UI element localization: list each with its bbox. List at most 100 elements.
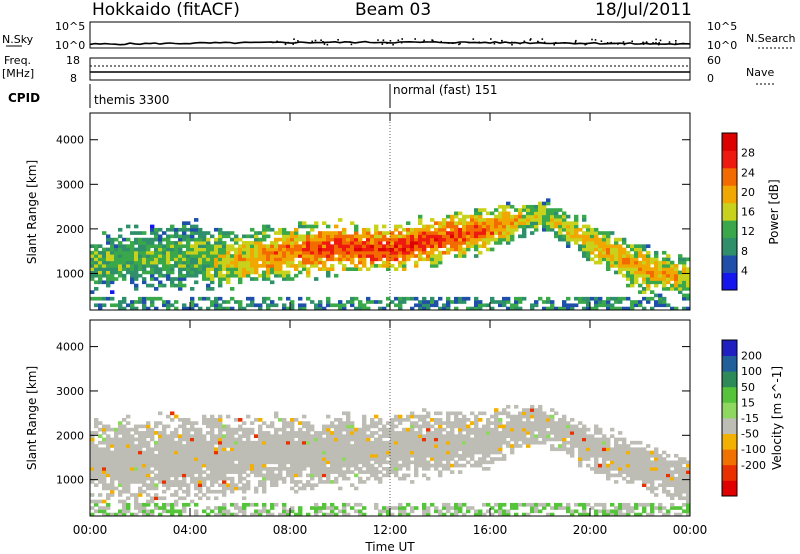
heatmap-cell [126,224,131,229]
heatmap-cell [378,437,383,442]
heatmap-cell [430,418,435,422]
heatmap-cell [226,437,231,442]
heatmap-cell [506,306,511,311]
heatmap-cell [462,241,467,245]
nsearch-point [440,40,442,43]
heatmap-cell [198,453,203,458]
heatmap-cell [530,421,535,425]
heatmap-cell [562,440,567,445]
heatmap-cell [242,431,247,435]
heatmap-cell [462,247,467,252]
heatmap-cell [390,231,395,235]
heatmap-cell [138,237,143,242]
heatmap-cell [638,473,643,478]
heatmap-cell [522,440,527,445]
heatmap-cell [218,421,223,425]
heatmap-cell [262,264,267,268]
heatmap-cell [462,440,467,445]
heatmap-cell [482,457,487,461]
beam-title: Beam 03 [355,0,431,20]
heatmap-cell [210,267,215,271]
heatmap-cell [586,296,591,301]
heatmap-cell [570,306,575,311]
heatmap-cell [434,303,439,308]
heatmap-cell [162,254,167,258]
heatmap-cell [566,427,571,432]
heatmap-cell [410,234,415,239]
heatmap-cell [418,221,423,226]
heatmap-cell [162,480,167,484]
heatmap-cell [178,257,183,262]
heatmap-cell [386,241,391,245]
heatmap-cell [266,257,271,262]
heatmap-cell [242,509,247,514]
heatmap-cell [98,473,103,478]
heatmap-cell [634,250,639,255]
heatmap-cell [398,237,403,242]
heatmap-cell [342,473,347,478]
heatmap-cell [270,241,275,245]
heatmap-cell [210,453,215,458]
heatmap-cell [158,437,163,442]
heatmap-cell [282,512,287,517]
heatmap-cell [130,427,135,432]
heatmap-cell [642,447,647,452]
heatmap-cell [478,440,483,445]
heatmap-cell [438,296,443,301]
heatmap-cell [178,260,183,265]
heatmap-cell [398,447,403,452]
heatmap-cell [194,493,199,497]
heatmap-cell [518,208,523,212]
heatmap-cell [202,250,207,255]
heatmap-cell [426,241,431,245]
heatmap-cell [618,270,623,275]
heatmap-cell [370,457,375,461]
heatmap-cell [374,224,379,229]
heatmap-cell [162,470,167,474]
heatmap-cell [146,467,151,471]
heatmap-cell [122,440,127,445]
heatmap-cell [630,467,635,471]
heatmap-cell [626,260,631,265]
heatmap-cell [202,414,207,419]
heatmap-cell [278,463,283,468]
heatmap-cell [302,221,307,226]
heatmap-cell [298,470,303,474]
heatmap-cell [258,437,263,442]
heatmap-cell [634,277,639,281]
heatmap-cell [446,450,451,455]
heatmap-cell [378,453,383,458]
heatmap-cell [302,250,307,255]
heatmap-cell [166,227,171,232]
heatmap-cell [530,437,535,442]
heatmap-cell [430,457,435,461]
heatmap-cell [170,254,175,258]
heatmap-cell [286,247,291,252]
heatmap-cell [438,470,443,474]
heatmap-cell [462,234,467,239]
heatmap-cell [450,247,455,252]
heatmap-cell [398,300,403,304]
heatmap-cell [454,231,459,235]
heatmap-cell [614,509,619,514]
heatmap-cell [270,447,275,452]
heatmap-cell [122,473,127,478]
heatmap-cell [106,273,111,278]
heatmap-cell [398,250,403,255]
heatmap-cell [186,431,191,435]
heatmap-cell [286,306,291,311]
heatmap-cell [510,214,515,219]
heatmap-cell [422,224,427,229]
heatmap-cell [426,257,431,262]
heatmap-cell [654,463,659,468]
heatmap-cell [346,418,351,422]
heatmap-cell [234,447,239,452]
heatmap-cell [622,512,627,517]
heatmap-cell [446,221,451,226]
heatmap-cell [526,214,531,219]
heatmap-cell [650,506,655,510]
heatmap-cell [670,496,675,501]
heatmap-cell [150,463,155,468]
heatmap-cell [358,437,363,442]
heatmap-cell [458,453,463,458]
